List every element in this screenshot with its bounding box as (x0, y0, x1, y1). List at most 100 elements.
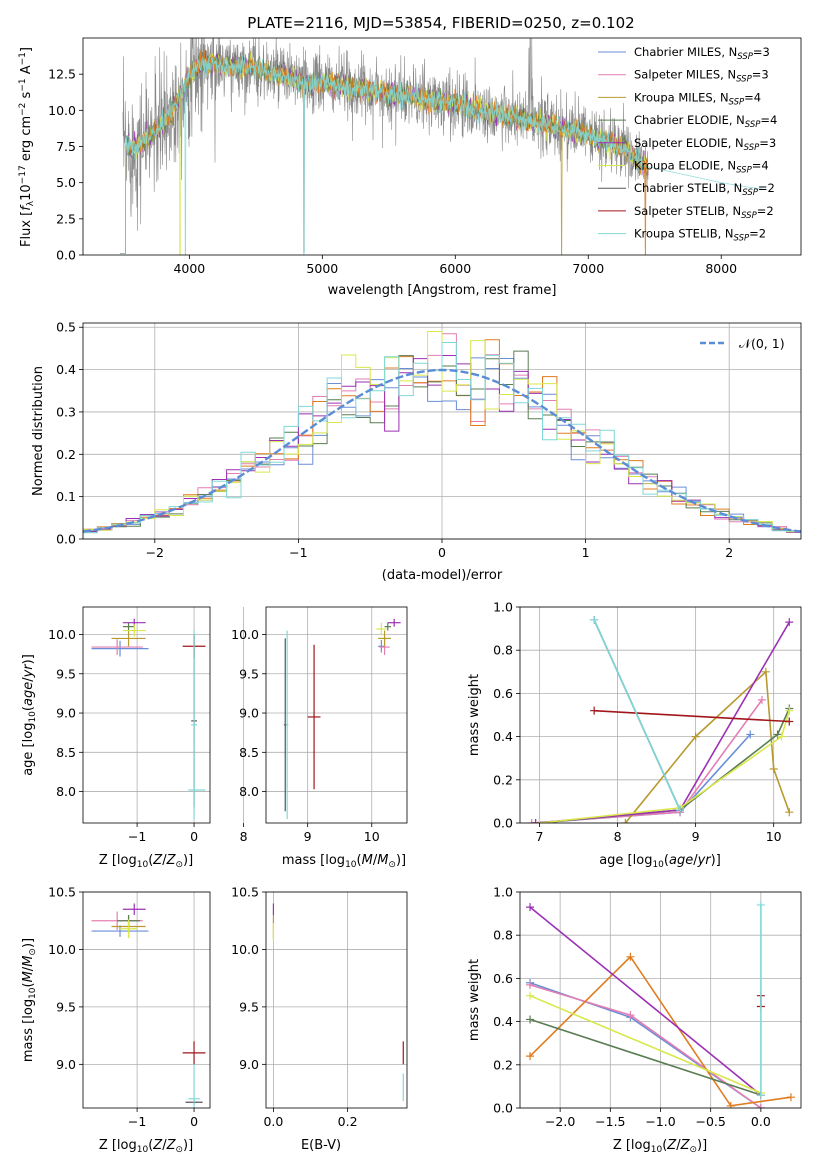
label-part: )] (183, 853, 193, 868)
label-part: Z (666, 1138, 677, 1153)
y-tick-label: 0.6 (493, 971, 513, 986)
label-part: age (21, 682, 36, 706)
y-tick-label: 0.2 (493, 1057, 513, 1072)
x-tick-label: −1.0 (645, 1114, 675, 1129)
x-tick-label: 7000 (572, 261, 604, 276)
y-axis-label: Flux [fλ10−17 erg cm−2 s−1 A−1] (18, 47, 36, 247)
x-tick-label: −1 (128, 1114, 146, 1129)
series-line (535, 733, 751, 823)
x-axis-label: Z [log10(Z/Z⊙)] (99, 853, 193, 870)
label-part: Z (166, 853, 177, 868)
series-line (529, 994, 762, 1094)
x-tick-label: 10 (364, 829, 380, 844)
label-part: )] (183, 1138, 193, 1153)
axes-frame (82, 891, 211, 1109)
label-part: 10 (651, 1145, 663, 1155)
series-line (529, 955, 792, 1107)
series-marker (777, 732, 786, 741)
series-marker (756, 1091, 765, 1100)
label-part: )] (21, 654, 36, 664)
label-part: Z (152, 1138, 163, 1153)
label-part: )] (21, 938, 36, 948)
label-part: A (19, 65, 34, 78)
legend-text: Salpeter STELIB, N (634, 204, 741, 218)
label-part: / (693, 853, 698, 868)
y-tick-label: 0.0 (493, 1101, 513, 1116)
label-part: ⊙ (175, 1145, 183, 1155)
legend-entry: Chabrier ELODIE, NSSP=4 (634, 113, 777, 130)
legend-sub: SSP (744, 143, 760, 153)
label-part: 10 (137, 860, 149, 870)
x-axis-label: Z [log10(Z/Z⊙)] (613, 1138, 707, 1155)
label-part: M (377, 853, 388, 868)
series-line (535, 621, 790, 823)
label-part: )] (396, 853, 406, 868)
label-part: f (19, 204, 34, 211)
label-part: / (373, 853, 378, 868)
legend-tail: =2 (749, 227, 766, 241)
y-tick-label: 1.0 (493, 885, 513, 900)
label-part: ⊙ (28, 948, 38, 956)
x-tick-label: 0 (190, 1114, 198, 1129)
series-marker (756, 900, 765, 909)
x-tick-label: 0.0 (751, 1114, 771, 1129)
label-part: 10 (28, 711, 38, 723)
axes-frame (82, 37, 802, 256)
label-part: −1 (18, 78, 28, 91)
x-tick-label: 6000 (439, 261, 471, 276)
plot-area (120, 38, 768, 255)
y-tick-label: 9.5 (56, 666, 76, 681)
label-part: age (669, 853, 693, 868)
y-tick-label: 0.2 (56, 447, 76, 462)
label-part: ⊙ (388, 860, 396, 870)
legend-entry: Chabrier MILES, NSSP=3 (634, 45, 770, 62)
y-tick-label: 0.5 (56, 320, 76, 335)
label-part: / (676, 1138, 681, 1153)
label-part: / (21, 677, 36, 682)
y-tick-label: 10.0 (48, 942, 76, 957)
legend-entry: Kroupa MILES, NSSP=4 (634, 90, 761, 107)
x-tick-label: 0.2 (338, 1114, 358, 1129)
series-marker (757, 695, 766, 704)
legend-text: Chabrier ELODIE, N (634, 113, 745, 127)
label-part: ( (148, 853, 153, 868)
label-part: Z (680, 1138, 691, 1153)
label-part: 10 (345, 860, 357, 870)
y-tick-label: 0.0 (56, 532, 76, 547)
label-part: age [log (599, 853, 652, 868)
y-tick-label: 10.0 (48, 103, 76, 118)
y-axis-label: mass weight (467, 959, 482, 1041)
x-tick-label: 2 (725, 545, 733, 560)
legend-tail: =2 (758, 181, 775, 195)
label-part: s (19, 91, 34, 102)
x-tick-label: 10 (766, 829, 782, 844)
y-tick-label: 0.0 (493, 816, 513, 831)
x-axis-label: age [log10(age/yr)] (599, 853, 721, 870)
mass-vs-metallicity-panel: −1 09.09.510.010.5Z [log10(Z/Z⊙)]mass [lo… (21, 885, 211, 1155)
label-part: Z [log (99, 1138, 137, 1153)
legend-sub: SSP (741, 211, 757, 221)
series-marker (786, 1093, 795, 1102)
legend-tail: =4 (744, 90, 761, 104)
series-marker (769, 765, 778, 773)
plot-area (91, 903, 206, 1108)
x-tick-label: 4000 (173, 261, 205, 276)
label-part: −1 (18, 52, 28, 65)
series-marker (526, 903, 535, 912)
label-part: erg cm (19, 116, 34, 165)
legend-sub: SSP (736, 75, 752, 85)
y-tick-label: 2.5 (56, 211, 76, 226)
legend-text: Kroupa ELODIE, N (634, 159, 736, 173)
label-part: M (21, 956, 36, 967)
label-part: ( (662, 1138, 667, 1153)
label-part: Z [log (99, 853, 137, 868)
series-marker (785, 706, 794, 715)
x-tick-label: 8000 (705, 261, 737, 276)
label-part: yr (21, 663, 36, 679)
y-tick-label: 0.4 (56, 362, 76, 377)
label-part: −2 (18, 103, 28, 116)
series-marker (535, 819, 544, 823)
legend-entry: Salpeter MILES, NSSP=3 (634, 68, 769, 85)
plot-area (283, 618, 401, 820)
